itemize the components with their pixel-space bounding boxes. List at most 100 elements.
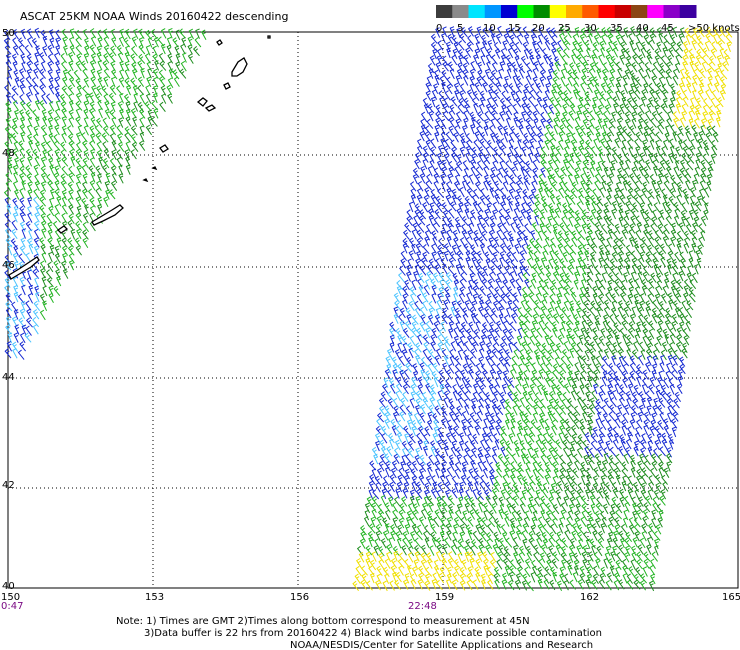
wind-barb [672, 131, 678, 142]
wind-barb [384, 558, 391, 569]
wind-barb [34, 180, 40, 192]
wind-barb [414, 203, 422, 214]
wind-barb [578, 145, 584, 156]
wind-barb [563, 62, 568, 73]
wind-barb [152, 76, 159, 88]
wind-barb [187, 44, 193, 55]
wind-barb [431, 89, 438, 100]
wind-barb [570, 440, 576, 452]
wind-barb [457, 538, 465, 549]
wind-barb [612, 230, 620, 241]
wind-barb [643, 558, 650, 569]
wind-barb [454, 461, 462, 473]
wind-barb [548, 536, 555, 548]
wind-barb [426, 75, 432, 87]
wind-barb [434, 131, 439, 143]
wind-barb [582, 300, 590, 311]
wind-barb [536, 96, 543, 108]
wind-barb [641, 467, 649, 478]
wind-barb [525, 103, 533, 114]
wind-barb [18, 44, 25, 56]
wind-barb [551, 34, 558, 45]
wind-barb [479, 195, 486, 206]
wind-barb [477, 215, 483, 226]
wind-barb [457, 244, 464, 256]
wind-barb [572, 40, 578, 51]
wind-barb [27, 156, 33, 167]
wind-barb [551, 384, 556, 395]
wind-barb [117, 141, 125, 152]
wind-barb [423, 433, 430, 444]
wind-barb [457, 349, 463, 361]
wind-barb [125, 141, 131, 152]
wind-barb [671, 363, 678, 374]
wind-barb [384, 368, 391, 380]
wind-barb [600, 419, 607, 431]
wind-barb [459, 90, 465, 101]
wind-barb [606, 139, 612, 150]
wind-barb [455, 118, 461, 129]
wind-barb [404, 222, 412, 233]
wind-barb [454, 509, 462, 521]
wind-barb [34, 52, 39, 63]
wind-barb [535, 82, 543, 94]
wind-barb [600, 82, 607, 93]
wind-barb [563, 35, 571, 46]
wind-barb [446, 76, 454, 87]
wind-barb [608, 118, 616, 129]
wind-barb [654, 89, 661, 100]
wind-barb [646, 102, 652, 114]
wind-barb [19, 245, 27, 256]
wind-barb [540, 544, 547, 555]
wind-barb [125, 116, 132, 127]
wind-barb [516, 375, 522, 387]
wind-barb [570, 291, 577, 303]
wind-barb [166, 44, 172, 55]
wind-barb [457, 545, 463, 556]
wind-barb [167, 93, 173, 104]
wind-barb [521, 286, 529, 297]
wind-barb [482, 81, 488, 93]
wind-barb [67, 84, 75, 95]
wind-barb [533, 152, 541, 164]
wind-barb [579, 139, 585, 151]
wind-barb [595, 398, 603, 410]
wind-barb [503, 33, 510, 44]
wind-barb [681, 215, 686, 227]
wind-barb [445, 279, 452, 290]
wind-barb [19, 109, 25, 120]
wind-barb [495, 461, 502, 473]
wind-barb [577, 47, 584, 58]
wind-barb [496, 559, 503, 570]
wind-barb [593, 565, 600, 576]
wind-barb [612, 152, 618, 164]
wind-barb [414, 342, 422, 353]
wind-barb [622, 517, 628, 528]
wind-barb [700, 172, 706, 184]
wind-barb [553, 404, 560, 415]
wind-barb [561, 265, 567, 277]
wind-barb [450, 544, 457, 556]
wind-barb [52, 220, 60, 232]
wind-barb [447, 265, 455, 276]
wind-barb [446, 187, 452, 199]
wind-barb [111, 140, 117, 151]
wind-barb [418, 272, 425, 284]
wind-barb [83, 116, 89, 128]
wind-barb [649, 139, 655, 150]
wind-barb [623, 27, 629, 38]
wind-barb [426, 264, 434, 275]
wind-barb [472, 201, 479, 212]
wind-barb [54, 149, 60, 160]
wind-barb [527, 503, 533, 514]
wind-barb [641, 530, 647, 542]
wind-barb [466, 334, 473, 346]
wind-barb [476, 410, 483, 422]
wind-barb [539, 412, 545, 423]
wind-barb [414, 307, 421, 318]
wind-barb [545, 467, 552, 478]
wind-barb [421, 391, 429, 403]
wind-barb [434, 467, 440, 479]
wind-barb [390, 557, 398, 569]
wind-barb [398, 355, 405, 367]
